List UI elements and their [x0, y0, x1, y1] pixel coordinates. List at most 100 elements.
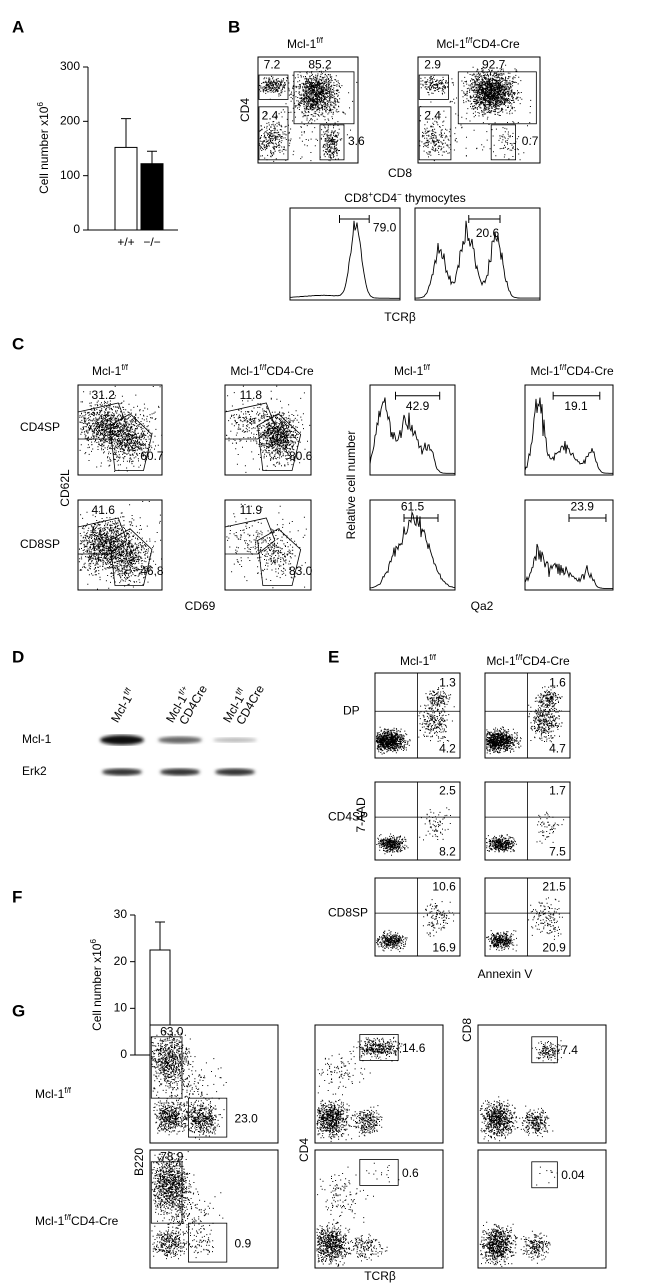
- gate-value: 41.6: [92, 503, 116, 517]
- row-label: CD8SP: [328, 905, 368, 919]
- panel-letter: E: [328, 647, 339, 666]
- dots: [78, 501, 162, 590]
- axis-label: B220: [132, 1148, 146, 1176]
- error-bar: [147, 150, 157, 164]
- genotype-label-part: f/f: [423, 363, 430, 372]
- gate: [293, 71, 355, 125]
- gate-bracket: [468, 215, 501, 224]
- gate-value: 23.9: [571, 499, 595, 513]
- gate-value: 11.9: [240, 503, 263, 517]
- gate-value: 19.1: [564, 399, 588, 413]
- error-bar: [155, 921, 165, 950]
- genotype-label: Mcl-1f/f: [394, 363, 431, 379]
- panel-letter: A: [12, 17, 24, 36]
- genotype-label: Mcl-1f/fCD4-Cre: [35, 1213, 119, 1229]
- genotype-label-part: Mcl-1: [287, 37, 317, 51]
- gate-value: 7.4: [561, 1043, 578, 1057]
- gate-value: 63.0: [160, 1024, 184, 1038]
- genotype-label-part: Mcl-1: [35, 1214, 65, 1228]
- axis-label: 7-AAD: [354, 797, 368, 833]
- gate: [187, 1222, 228, 1263]
- lane-label-part: f/+: [177, 684, 190, 697]
- histogram-title-part: CD8: [344, 191, 368, 205]
- dots: [316, 1036, 403, 1142]
- genotype-label-part: Mcl-1: [92, 364, 122, 378]
- gate-value: 1.6: [549, 675, 566, 689]
- gate: [258, 74, 289, 100]
- y-axis-label-part: 6: [36, 102, 45, 107]
- genotype-label-part: f/f: [64, 1213, 71, 1222]
- gate-value: 21.5: [542, 880, 566, 894]
- gate-bracket: [403, 514, 439, 522]
- panel-letter: B: [228, 17, 240, 36]
- y-tick-label: 10: [114, 1001, 128, 1015]
- y-axis-label: Cell number x106: [89, 939, 105, 1031]
- genotype-label-part: f/f: [64, 1086, 71, 1095]
- bar: [140, 163, 164, 231]
- gate-value: 61.5: [401, 499, 425, 513]
- dots: [151, 1151, 224, 1260]
- dots: [259, 68, 358, 162]
- gate-value: 85.2: [308, 58, 332, 72]
- y-axis-label-part: Cell number x10: [37, 106, 51, 194]
- genotype-label-part: CD4-Cre: [472, 37, 520, 51]
- genotype-label: Mcl-1f/fCD4-Cre: [436, 36, 520, 52]
- quadrant-lines: [375, 782, 460, 860]
- histogram: [369, 510, 456, 589]
- genotype-label-part: Mcl-1: [394, 364, 424, 378]
- gate-value: 2.5: [439, 784, 456, 798]
- axis-label: TCRβ: [384, 310, 416, 324]
- gate-value: 10.6: [432, 880, 456, 894]
- histogram-title-part: −: [397, 190, 402, 199]
- genotype-label-part: Mcl-1: [400, 654, 430, 668]
- genotype-label-part: f/f: [516, 653, 523, 662]
- genotype-label: Mcl-1f/fCD4-Cre: [230, 363, 314, 379]
- genotype-label-part: f/f: [316, 36, 323, 45]
- gate: [150, 1036, 183, 1099]
- quadrant-lines: [375, 878, 460, 956]
- gate-value: 42.9: [406, 399, 430, 413]
- genotype-label-part: CD4-Cre: [71, 1214, 119, 1228]
- row-label: CD4SP: [328, 809, 368, 823]
- axis-label: CD4: [297, 1138, 311, 1162]
- genotype-label: Mcl-1f/f: [400, 653, 437, 669]
- histogram-title-part: CD4: [373, 191, 397, 205]
- axis-label: Qa2: [471, 599, 494, 613]
- histogram: [290, 220, 400, 299]
- axis-label: Annexin V: [478, 967, 533, 981]
- dots: [486, 897, 563, 952]
- plot-frame: [369, 499, 456, 591]
- quadrant-lines: [375, 673, 460, 758]
- panel-letter: F: [12, 887, 22, 906]
- gate-value: 1.7: [549, 784, 566, 798]
- row-label: CD4SP: [20, 420, 60, 434]
- y-tick-label: 20: [114, 954, 128, 968]
- gate: [109, 528, 153, 586]
- genotype-label: Mcl-1f/fCD4-Cre: [530, 363, 614, 379]
- panel-letter: G: [12, 1001, 25, 1020]
- gate: [531, 1036, 558, 1064]
- gate: [418, 106, 452, 161]
- histogram-title-part: +: [368, 190, 373, 199]
- histogram: [524, 543, 613, 589]
- panel-letter: D: [12, 647, 24, 666]
- y-tick-label: 0: [73, 222, 80, 236]
- y-axis-label-part: Cell number x10: [90, 943, 104, 1031]
- dots: [79, 385, 163, 472]
- y-tick-label: 100: [60, 168, 80, 182]
- gate: [359, 1034, 399, 1061]
- plot-frame: [224, 499, 312, 591]
- dots: [151, 1028, 227, 1140]
- gate-value: 3.6: [348, 134, 365, 148]
- y-axis-label: Cell number x106: [36, 102, 52, 194]
- plot-frame: [149, 1149, 279, 1269]
- axis-label: CD8: [388, 166, 412, 180]
- blot-band: [160, 768, 200, 776]
- gate: [490, 124, 517, 161]
- gate: [187, 1097, 228, 1138]
- blot-band: [102, 768, 142, 776]
- axis-label: CD8: [460, 1018, 474, 1042]
- y-tick-label: 0: [120, 1047, 127, 1061]
- genotype-label-part: Mcl-1: [530, 364, 560, 378]
